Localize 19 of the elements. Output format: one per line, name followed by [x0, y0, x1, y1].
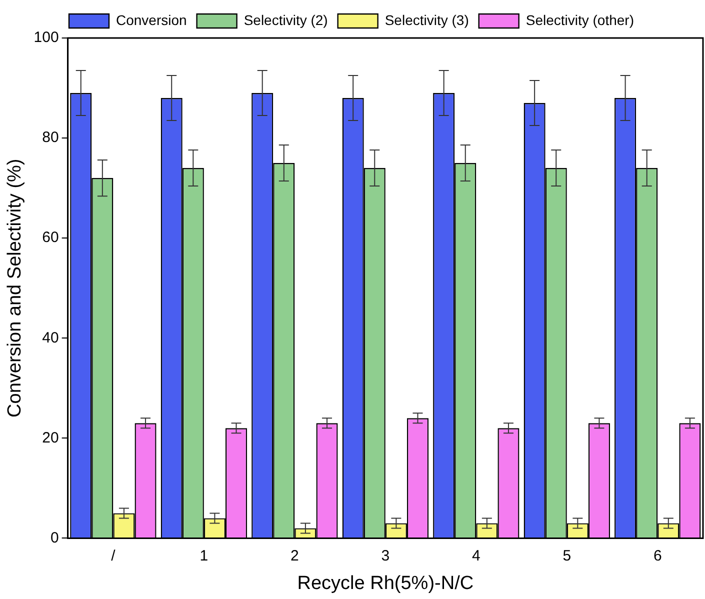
x-tick-label: 6 — [653, 547, 662, 564]
x-axis-title: Recycle Rh(5%)-N/C — [297, 572, 474, 594]
legend-label: Selectivity (2) — [244, 12, 328, 28]
y-tick-label: 60 — [42, 229, 59, 246]
x-tick-label: 1 — [200, 547, 208, 564]
x-tick-label: 4 — [472, 547, 480, 564]
y-tick-label: 100 — [34, 29, 59, 46]
x-tick-label: 5 — [562, 547, 572, 564]
x-tick-label: 2 — [290, 547, 299, 564]
y-tick-label: 80 — [42, 129, 59, 146]
y-tick-label: 0 — [50, 529, 59, 546]
legend-label: Selectivity (other) — [526, 12, 634, 28]
y-tick-label: 40 — [42, 329, 59, 346]
y-tick-label: 20 — [42, 429, 59, 446]
legend-label: Conversion — [116, 12, 187, 28]
legend-label: Selectivity (3) — [384, 12, 469, 28]
x-tick-label: / — [111, 547, 116, 564]
y-axis-title: Conversion and Selectivity (%) — [4, 158, 26, 418]
x-tick-label: 3 — [381, 547, 390, 564]
